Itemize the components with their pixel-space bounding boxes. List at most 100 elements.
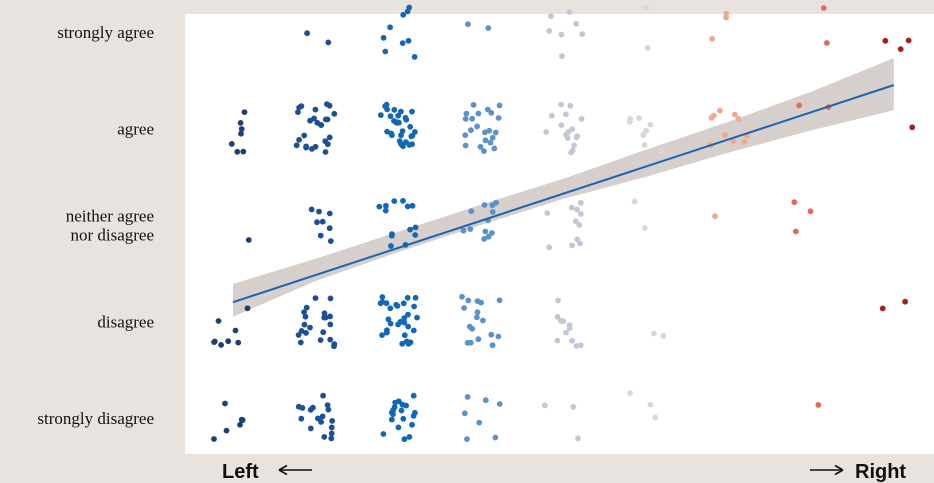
data-point [717, 107, 723, 114]
data-point [320, 392, 326, 399]
data-point [312, 295, 319, 301]
data-point [467, 339, 474, 346]
data-point [575, 435, 581, 442]
data-point [232, 327, 239, 334]
data-point [636, 115, 642, 121]
data-point [459, 293, 465, 300]
data-point [710, 112, 717, 119]
data-point [496, 297, 503, 304]
data-point [482, 137, 489, 144]
data-point [327, 295, 334, 302]
data-point [297, 339, 304, 346]
data-point [730, 138, 737, 145]
data-point [308, 206, 315, 213]
data-point [732, 111, 738, 118]
data-point [496, 102, 503, 109]
data-point [293, 142, 300, 149]
data-point [298, 103, 305, 109]
data-point [315, 415, 321, 422]
data-point [317, 337, 324, 343]
trend-line [232, 84, 895, 304]
data-point [388, 232, 395, 239]
data-point [395, 112, 402, 119]
data-point [295, 332, 302, 338]
data-point [238, 130, 244, 137]
data-point [489, 342, 496, 349]
data-point [482, 129, 488, 136]
data-point [319, 413, 326, 420]
data-point [469, 115, 476, 122]
data-point [382, 207, 389, 214]
data-point [379, 294, 386, 300]
data-point [470, 102, 477, 108]
x-right-label: Right [855, 461, 906, 483]
data-point [644, 45, 651, 51]
data-point [741, 139, 748, 145]
data-point [712, 213, 718, 220]
data-point [882, 37, 889, 44]
data-point [486, 127, 493, 134]
data-point [464, 394, 471, 400]
data-point [554, 337, 561, 344]
data-point [377, 112, 384, 118]
data-point [312, 143, 319, 150]
data-point [879, 305, 886, 312]
data-point [324, 402, 331, 408]
data-point [327, 321, 334, 328]
data-point [319, 218, 326, 225]
data-point [492, 434, 499, 441]
confidence-band-area [233, 58, 894, 317]
data-point [404, 8, 411, 15]
data-point [414, 314, 420, 321]
data-point [327, 313, 333, 320]
data-point [398, 108, 404, 115]
data-point [627, 390, 633, 396]
data-point [571, 142, 577, 149]
data-point [384, 327, 390, 334]
data-point [380, 431, 387, 437]
data-point [480, 317, 486, 324]
data-point [481, 236, 488, 242]
data-point [482, 228, 489, 235]
data-point [325, 39, 332, 46]
data-point [329, 418, 336, 424]
data-point [577, 240, 583, 247]
data-point [400, 300, 407, 307]
data-point [237, 120, 244, 126]
data-point [546, 244, 553, 251]
data-point [389, 132, 395, 139]
data-point [485, 25, 492, 31]
data-point [403, 338, 410, 345]
data-point [376, 203, 383, 210]
data-point [412, 294, 419, 301]
data-point [792, 228, 799, 235]
data-point [326, 225, 333, 232]
data-point [796, 102, 802, 109]
data-point [489, 134, 496, 141]
data-point [382, 48, 389, 55]
data-point [660, 333, 667, 339]
data-point [321, 310, 328, 317]
data-point [488, 331, 495, 338]
data-point [489, 202, 496, 209]
data-point [469, 325, 476, 332]
data-point [641, 142, 648, 149]
data-point [573, 343, 580, 349]
data-point [391, 106, 398, 113]
data-point [331, 110, 338, 117]
data-point [723, 14, 729, 21]
data-point [380, 34, 387, 41]
data-point [410, 392, 417, 399]
y-tick-label: disagree [97, 313, 154, 332]
data-point [398, 132, 404, 139]
data-point [401, 436, 408, 443]
data-point [544, 210, 551, 217]
data-point [301, 321, 308, 328]
data-point [403, 116, 410, 123]
data-point [400, 415, 407, 422]
data-point [211, 338, 218, 345]
data-point [388, 409, 395, 416]
data-point [388, 416, 395, 423]
data-point [577, 199, 584, 206]
data-point [626, 119, 633, 125]
